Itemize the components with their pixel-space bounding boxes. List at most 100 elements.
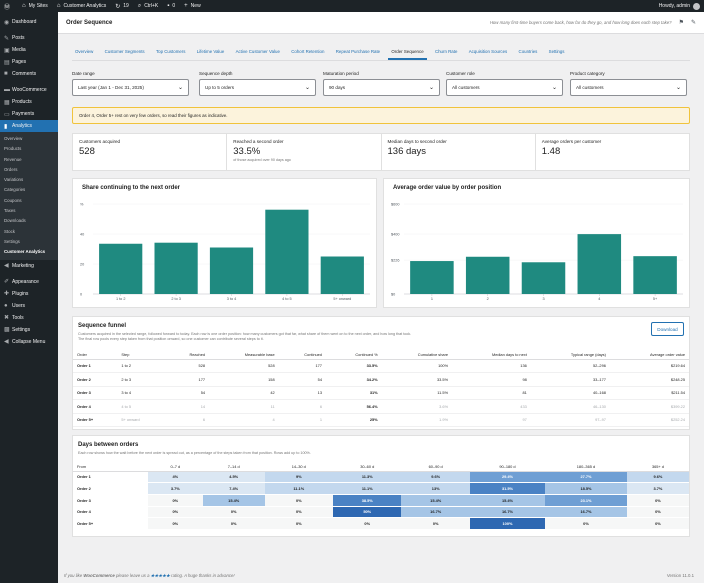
table-cell: $211.54 <box>609 386 689 400</box>
my-sites-link[interactable]: ⌂ My Sites <box>22 3 48 9</box>
new-content-link[interactable]: + New <box>184 3 201 9</box>
table-cell: 1.9% <box>381 413 453 427</box>
heatmap-cell: 13% <box>401 482 470 495</box>
tab-customer-segments[interactable]: Customer Segments <box>104 49 145 54</box>
comments-link[interactable]: ▪ 0 <box>167 3 176 9</box>
heatmap-cell: 18.5% <box>545 482 627 495</box>
table-cell: $219.64 <box>609 359 689 373</box>
filter-select[interactable]: 90 days ⌄ <box>323 79 440 96</box>
submenu-item[interactable]: Variations <box>4 177 24 183</box>
sidebar-item-woocommerce[interactable]: ▬ WooCommerce <box>4 87 47 93</box>
table-cell: 5+ onward <box>117 413 166 427</box>
tab-order-sequence[interactable]: Order Sequence <box>388 49 427 60</box>
updates-link[interactable]: ↻ 19 <box>115 3 129 10</box>
sidebar-item-settings[interactable]: ▩ Settings <box>4 326 31 334</box>
column-header: Step <box>117 350 166 360</box>
sidebar-item-collapse-menu[interactable]: ◀ Collapse Menu <box>4 338 46 346</box>
heatmap-cell: 15.4% <box>469 494 546 507</box>
section-title: Sequence funnel <box>78 323 127 329</box>
bar[interactable] <box>465 256 510 294</box>
help-icon[interactable]: ✎ <box>690 20 696 26</box>
filter-select[interactable]: Up to 5 orders ⌄ <box>199 79 316 96</box>
marketing-icon: ◀ <box>4 263 9 270</box>
users-icon: ● <box>4 302 8 309</box>
account-menu[interactable]: Howdy, admin <box>659 2 700 10</box>
rating-stars-link[interactable]: ★★★★★ <box>150 573 170 578</box>
submenu-item[interactable]: Categories <box>4 187 26 193</box>
heatmap-cell: 4% <box>147 471 203 484</box>
bar[interactable] <box>209 247 254 295</box>
filter-select[interactable]: Last year (Jan 1 - Dec 31, 2025) ⌄ <box>72 79 189 96</box>
bar[interactable] <box>99 243 143 294</box>
submenu-item[interactable]: Revenue <box>4 156 22 162</box>
tab-acquisition-sources[interactable]: Acquisition Sources <box>468 49 508 54</box>
filter-label: Date range <box>72 71 95 76</box>
filter-select[interactable]: All customers ⌄ <box>570 79 687 96</box>
sidebar-item-comments[interactable]: ■ Comments <box>4 71 37 77</box>
sidebar-item-plugins[interactable]: ✚ Plugins <box>4 290 29 298</box>
sidebar-item-products[interactable]: ▦ Products <box>4 99 32 106</box>
y-tick-label: 40 <box>80 233 84 237</box>
aov-chart-svg: $600 $400 $226 $0 1 2 3 4 5+ <box>391 203 683 301</box>
row-label: Order 4 <box>73 506 148 519</box>
bar[interactable] <box>320 256 364 295</box>
bar[interactable] <box>154 242 198 294</box>
page-tagline: How many first-time buyers come back, ho… <box>489 20 672 25</box>
table-cell: $399.22 <box>609 399 689 414</box>
heatmap-cell: 15.4% <box>202 494 265 507</box>
tab-top-customers[interactable]: Top Customers <box>155 49 186 54</box>
sidebar-item-posts[interactable]: ✎ Posts <box>4 35 25 42</box>
column-header: Order <box>73 350 118 360</box>
submenu-item[interactable]: Coupons <box>4 197 22 203</box>
sidebar-item-analytics[interactable]: ▮ Analytics <box>0 120 58 132</box>
sidebar-item-dashboard[interactable]: ◉ Dashboard <box>4 19 37 26</box>
bar[interactable] <box>521 262 566 294</box>
tab-lifetime-value[interactable]: Lifetime Value <box>196 49 225 54</box>
site-name-link[interactable]: ⌂ Customer Analytics <box>56 3 107 9</box>
filter-select[interactable]: All customers ⌄ <box>446 79 563 96</box>
bar[interactable] <box>265 209 309 294</box>
tab-repeat-purchase-rate[interactable]: Repeat Purchase Rate <box>335 49 381 54</box>
tab-churn-rate[interactable]: Churn Rate <box>434 49 458 54</box>
heatmap-cell: 0% <box>626 494 689 507</box>
heatmap-cell: 0% <box>626 506 689 519</box>
submenu-item[interactable]: Taxes <box>4 208 16 214</box>
bar[interactable] <box>633 256 677 294</box>
heatmap-cell: 0% <box>333 517 402 530</box>
submenu-item[interactable]: Downloads <box>4 218 26 224</box>
command-palette-link[interactable]: ⌕ Ctrl+K <box>137 2 159 10</box>
bar[interactable] <box>577 234 622 294</box>
sidebar-item-tools[interactable]: ✖ Tools <box>4 314 24 322</box>
submenu-item[interactable]: Customer Analytics <box>4 249 46 255</box>
sidebar-item-marketing[interactable]: ◀ Marketing <box>4 262 34 270</box>
sidebar-item-payments[interactable]: ▭ Payments <box>4 111 35 118</box>
activity-icon[interactable]: ⚑ <box>678 20 684 26</box>
column-header: Continued % <box>325 350 382 360</box>
heatmap-cell: 0% <box>147 506 203 519</box>
tab-settings[interactable]: Settings <box>548 49 565 54</box>
sidebar-item-pages[interactable]: ▤ Pages <box>4 59 27 66</box>
chevron-down-icon: ⌄ <box>551 85 557 91</box>
footer-rating-text: If you like WooCommerce please leave us … <box>64 573 235 578</box>
sidebar-item-appearance[interactable]: ✐ Appearance <box>4 278 39 286</box>
tab-cohort-retention[interactable]: Cohort Retention <box>291 49 325 54</box>
submenu-item[interactable]: Stock <box>4 228 15 234</box>
submenu-item[interactable]: Orders <box>4 166 18 172</box>
tab-overview[interactable]: Overview <box>75 49 94 54</box>
admin-bar: Ⓦ ⌂ My Sites ⌂ Customer Analytics ↻ 19 ⌕ Ctr… <box>0 0 704 12</box>
column-header: 7–14 d <box>202 463 265 472</box>
wordpress-logo-icon[interactable]: Ⓦ <box>4 4 11 11</box>
tab-active-customer-value[interactable]: Active Customer Value <box>235 49 280 54</box>
table-cell: Order 2 <box>73 372 118 387</box>
sidebar-item-users[interactable]: ● Users <box>4 302 26 309</box>
submenu-item[interactable]: Settings <box>4 238 20 244</box>
submenu-item[interactable]: Overview <box>4 136 23 141</box>
submenu-item[interactable]: Products <box>4 146 22 152</box>
table-cell: 6 <box>165 413 210 427</box>
download-button[interactable]: Download <box>651 322 684 336</box>
bar[interactable] <box>410 261 454 294</box>
tab-countries[interactable]: Countries <box>518 49 538 54</box>
table-cell: 33.5% <box>381 372 453 387</box>
sidebar-item-media[interactable]: ▣ Media <box>4 47 26 54</box>
